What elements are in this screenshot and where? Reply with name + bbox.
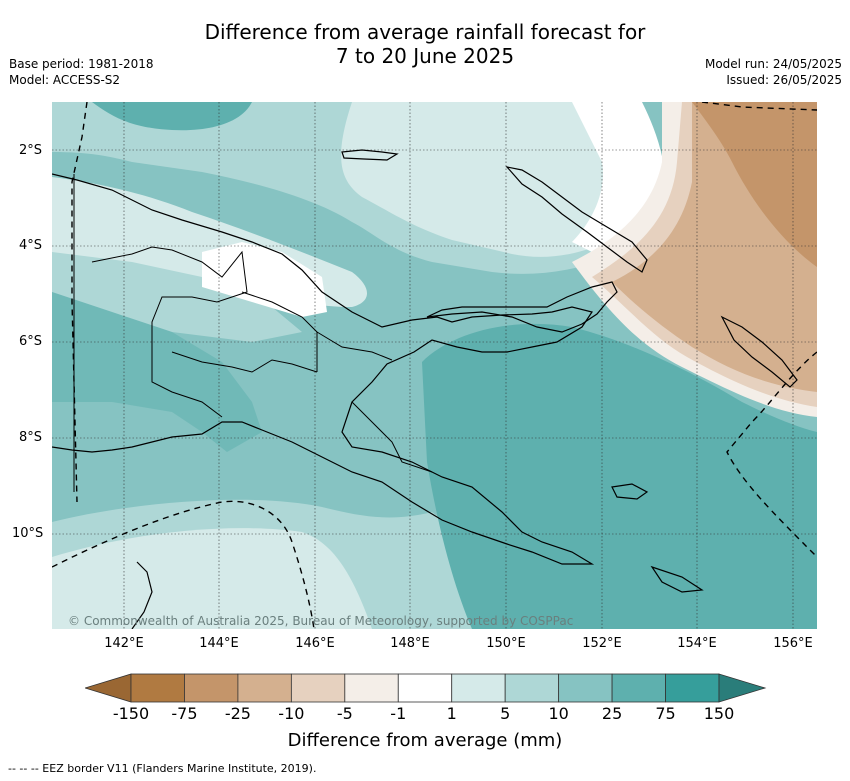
eez-south-west: [52, 500, 315, 629]
region-25-75-west: [52, 292, 262, 452]
province-border-5: [171, 351, 318, 373]
colorbar-cell: [558, 673, 613, 703]
colorbar-cell: [451, 673, 506, 703]
colorbar-title: Difference from average (mm): [287, 730, 563, 751]
province-border-1: [91, 246, 248, 418]
region-dry-core: [692, 102, 817, 267]
colorbar-extend-low: [85, 673, 132, 703]
colorbar-tick-label: -5: [336, 704, 353, 723]
issued-date: Issued: 26/05/2025: [726, 73, 842, 87]
lat-label-8s: 8°S: [19, 430, 43, 445]
colorbar-tick-label: -75: [171, 704, 198, 723]
colorbar-cell: [504, 673, 560, 703]
louisiade-coast: [650, 565, 704, 593]
colorbar-tick-label: -10: [278, 704, 305, 723]
colorbar-extend-high: [718, 673, 767, 703]
province-border-2: [241, 291, 318, 372]
model-name: Model: ACCESS-S2: [9, 73, 121, 87]
new-ireland-coast: [505, 166, 648, 273]
colorbar-cell: [344, 673, 399, 703]
lon-label-150e: 150°E: [486, 636, 526, 651]
lon-label-154e: 154°E: [677, 636, 717, 651]
eez-legend: -- -- -- EEZ border V11 (Flanders Marine…: [8, 762, 317, 775]
colorbar-tick-label: 10: [548, 704, 569, 723]
region-5-10-west: [52, 242, 302, 342]
lon-label-148e: 148°E: [390, 636, 430, 651]
region-near-average: [202, 242, 327, 317]
graticule: [52, 102, 817, 629]
region-25-75-nw: [92, 102, 252, 131]
lon-label-144e: 144°E: [199, 636, 239, 651]
lon-label-146e: 146°E: [295, 636, 335, 651]
bougainville-coast: [720, 315, 798, 388]
coastlines: [52, 149, 798, 629]
title-line-2: 7 to 20 June 2025: [335, 44, 515, 68]
colorbar-cell: [237, 673, 292, 703]
lat-label-6s: 6°S: [19, 334, 43, 349]
eez-east: [726, 351, 817, 558]
map-credit: © Commonwealth of Australia 2025, Bureau…: [68, 614, 574, 628]
title-line-1: Difference from average rainfall forecas…: [204, 20, 646, 44]
dentrecasteaux-coast: [611, 483, 649, 500]
province-border-3: [316, 331, 393, 361]
colorbar-cell: [397, 673, 453, 703]
colorbar-cell: [184, 673, 239, 703]
lat-label-2s: 2°S: [19, 143, 43, 158]
colorbar-tick-label: -25: [224, 704, 251, 723]
lon-label-142e: 142°E: [104, 636, 144, 651]
region-1-5-north: [341, 102, 637, 257]
lat-label-10s: 10°S: [12, 526, 44, 541]
borders: [73, 174, 433, 492]
model-info: Base period: 1981-2018 Model: ACCESS-S2: [9, 56, 154, 88]
colorbar-cell: [130, 673, 185, 703]
province-border-4: [351, 401, 433, 473]
colorbar-tick-label: 150: [703, 704, 735, 723]
map-title: Difference from average rainfall forecas…: [0, 20, 850, 68]
colorbar-cell: [665, 673, 720, 703]
eez-north-west: [71, 102, 88, 503]
torres-strait-coast: [131, 561, 153, 629]
eez-north-east: [701, 102, 817, 111]
colorbar-tick-label: -1: [390, 704, 407, 723]
region-25-75-southeast: [422, 323, 817, 629]
colorbar-tick-label: 1: [446, 704, 457, 723]
map-panel[interactable]: [52, 102, 817, 629]
base-period: Base period: 1981-2018: [9, 57, 154, 71]
colorbar-tick-label: 25: [601, 704, 623, 723]
new-guinea-coast: [52, 173, 595, 565]
colorbar-cell: [290, 673, 346, 703]
new-britain-coast: [426, 281, 618, 333]
eez-borders: [52, 102, 817, 629]
colorbar-tick-label: 75: [655, 704, 676, 723]
region-1-5-southwest: [52, 528, 372, 629]
run-info: Model run: 24/05/2025 Issued: 26/05/2025: [705, 56, 842, 88]
lon-label-152e: 152°E: [582, 636, 622, 651]
colorbar-cell: [611, 673, 666, 703]
colorbar-cells: [130, 673, 720, 703]
manus-coast: [341, 149, 399, 161]
lat-label-4s: 4°S: [19, 238, 43, 253]
rainfall-map: [52, 102, 817, 629]
colorbar: [85, 673, 767, 703]
lon-label-156e: 156°E: [773, 636, 813, 651]
colorbar-tick-label: -150: [112, 704, 150, 723]
model-run: Model run: 24/05/2025: [704, 57, 842, 71]
colorbar-tick-label: 5: [500, 704, 511, 723]
